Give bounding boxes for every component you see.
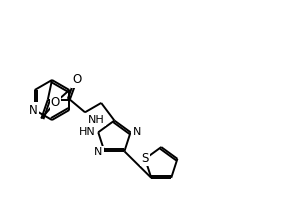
Text: O: O (51, 96, 60, 109)
Text: O: O (73, 73, 82, 86)
Text: S: S (141, 152, 149, 165)
Text: N: N (29, 104, 38, 116)
Text: N: N (133, 127, 141, 137)
Text: N: N (94, 147, 102, 157)
Text: NH: NH (88, 115, 105, 125)
Text: HN: HN (79, 127, 95, 137)
